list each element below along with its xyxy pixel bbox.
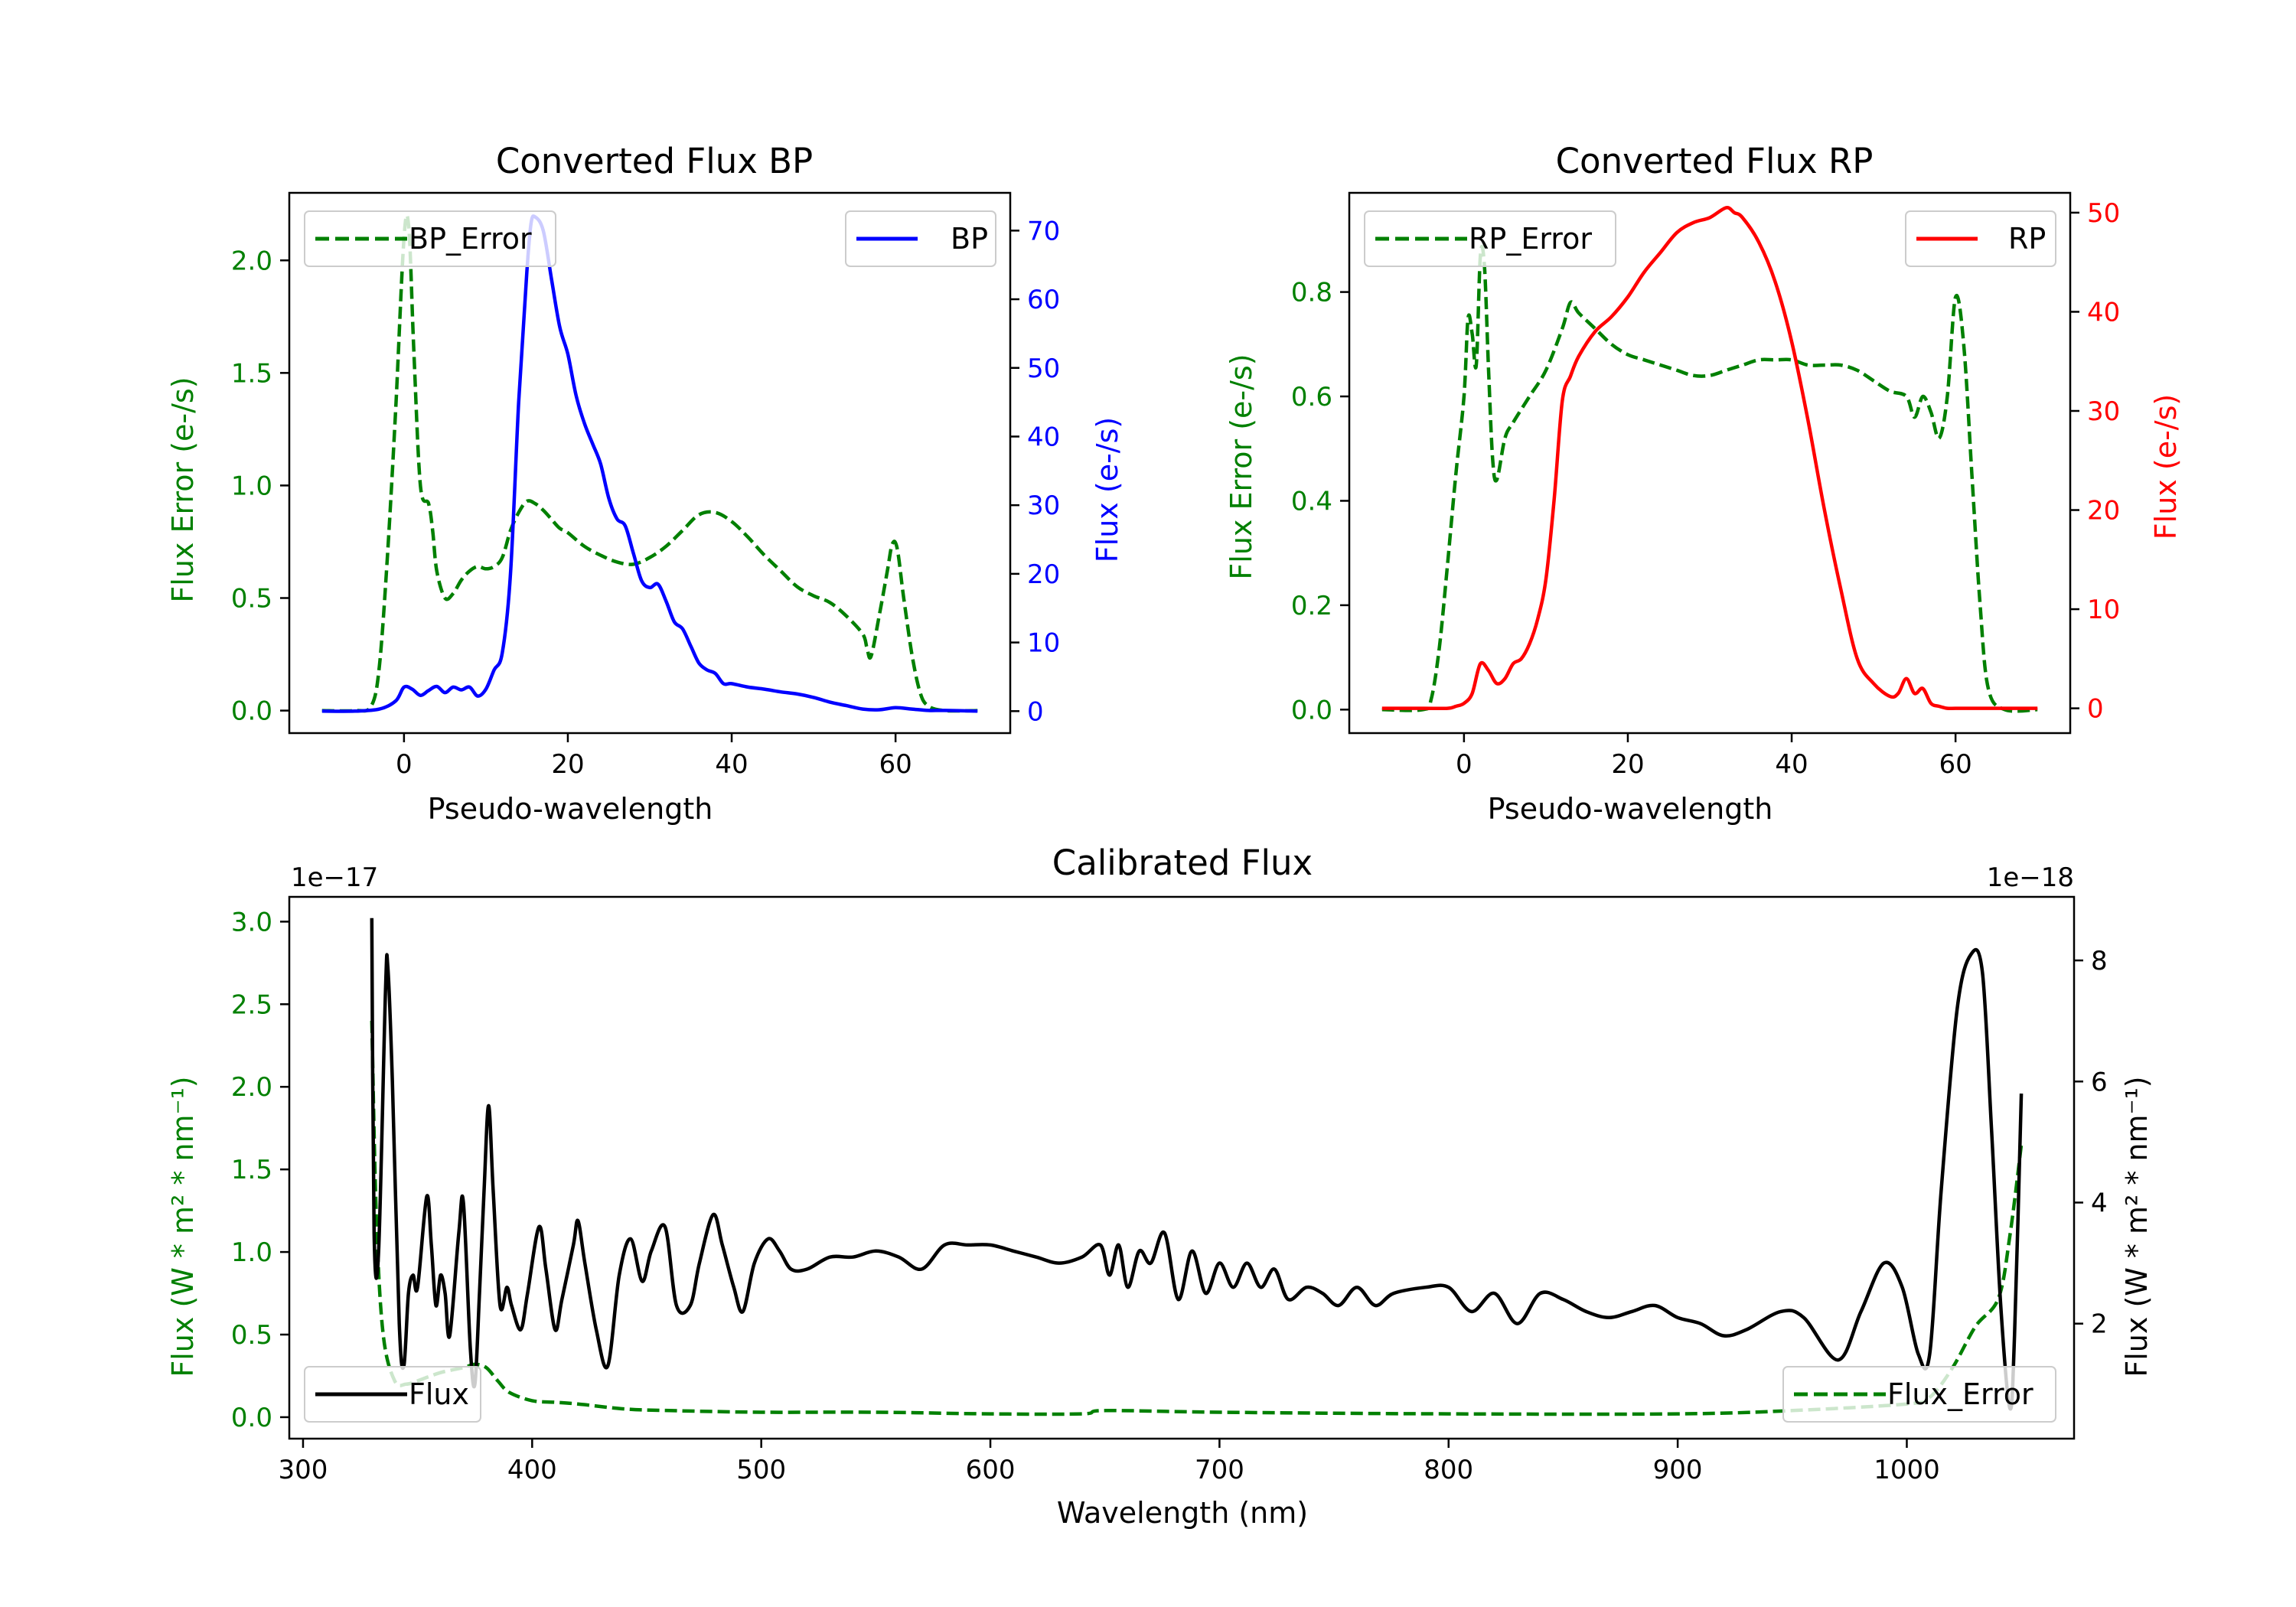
bp-x-tick-label: 60 [879, 749, 912, 780]
bp-left-tick-label: 2.0 [231, 246, 272, 276]
calibrated-left-tick-label: 3.0 [231, 907, 272, 937]
bp-right-tick-label: 30 [1027, 491, 1060, 521]
bp-series-bp [321, 214, 978, 713]
rp-right-tick-label: 10 [2087, 595, 2120, 625]
rp-x-tick-label: 60 [1939, 749, 1972, 780]
calibrated-title: Calibrated Flux [1052, 843, 1313, 883]
bp-right-tick-label: 40 [1027, 422, 1060, 452]
calibrated-axes-frame [288, 895, 2076, 1440]
bp-legend-error-label: BP_Error [409, 222, 532, 256]
calibrated-legend-error: Flux_Error [1782, 1366, 2056, 1423]
rp-chart: Converted Flux RP 0 20 40 60 0.0 0.2 0.4 0.6 0.8… [1225, 141, 2183, 826]
bp-legend-flux: BP [845, 210, 996, 267]
bp-left-tick-label: 1.0 [231, 471, 272, 501]
bp-right-tick-label: 60 [1027, 285, 1060, 315]
bp-right-tick-label: 50 [1027, 354, 1060, 384]
bp-title: Converted Flux BP [496, 141, 813, 181]
bp-left-tick-label: 1.5 [231, 358, 272, 389]
bp-right-tick-label: 70 [1027, 216, 1060, 246]
rp-legend-error-label: RP_Error [1469, 222, 1592, 256]
calibrated-left-tick-label: 2.0 [231, 1072, 272, 1103]
bp-chart: Converted Flux BP 0 20 40 60 0.0 0.5 1.0 1.5 2.0… [166, 141, 1124, 826]
bp-x-tick-label: 20 [551, 749, 584, 780]
calibrated-x-tick-label: 400 [507, 1455, 557, 1485]
calibrated-left-offset-text: 1e−17 [291, 862, 378, 893]
calibrated-left-tick-label: 2.5 [231, 989, 272, 1020]
bp-right-axis-label: Flux (e-/s) [1091, 417, 1124, 562]
bp-right-tick-label: 0 [1027, 696, 1044, 727]
bp-left-tick-label: 0.0 [231, 696, 272, 727]
bp-left-tick-label: 0.5 [231, 584, 272, 614]
calibrated-right-tick-label: 2 [2091, 1309, 2108, 1340]
bp-x-tick-label: 40 [715, 749, 748, 780]
bp-left-axis-label: Flux Error (e-/s) [166, 376, 200, 602]
bp-right-tick-label: 20 [1027, 559, 1060, 590]
calibrated-series-flux-error [370, 1020, 2024, 1416]
rp-left-tick-label: 0.2 [1291, 591, 1332, 621]
bp-right-tick-label: 10 [1027, 628, 1060, 659]
rp-left-tick-label: 0.8 [1291, 278, 1332, 308]
rp-axes-frame [1348, 191, 2072, 735]
calibrated-x-tick-label: 500 [736, 1455, 786, 1485]
rp-right-tick-label: 40 [2087, 297, 2120, 328]
calibrated-right-axis-label: Flux (W * m² * nm⁻¹) [2120, 1076, 2154, 1377]
rp-left-tick-label: 0.6 [1291, 382, 1332, 412]
rp-x-tick-label: 40 [1775, 749, 1808, 780]
calibrated-left-axis-label: Flux (W * m² * nm⁻¹) [166, 1076, 200, 1377]
bp-axes-frame [288, 191, 1012, 735]
rp-x-tick-label: 20 [1611, 749, 1644, 780]
calibrated-x-tick-label: 1000 [1874, 1455, 1940, 1485]
rp-left-axis-label: Flux Error (e-/s) [1225, 354, 1258, 579]
calibrated-left-tick-label: 0.5 [231, 1320, 272, 1351]
rp-title: Converted Flux RP [1556, 141, 1874, 181]
calibrated-legend-flux-label: Flux [409, 1377, 469, 1411]
calibrated-legend-flux: Flux [304, 1366, 481, 1423]
bp-plot-area: 0 20 40 60 0.0 0.5 1.0 1.5 2.0 0 10 20 30 40 50 60 70 [231, 191, 1060, 780]
rp-right-axis-label: Flux (e-/s) [2149, 394, 2183, 539]
rp-plot-area: 0 20 40 60 0.0 0.2 0.4 0.6 0.8 0 10 20 30 40 50 [1291, 191, 2120, 780]
calibrated-series-flux [370, 918, 2024, 1411]
rp-right-tick-label: 0 [2087, 694, 2104, 725]
rp-right-tick-label: 30 [2087, 396, 2120, 427]
calibrated-x-tick-label: 800 [1424, 1455, 1473, 1485]
rp-right-tick-label: 50 [2087, 198, 2120, 229]
bp-x-axis-label: Pseudo-wavelength [428, 792, 713, 826]
calibrated-chart: Calibrated Flux 300 400 500 600 700 800 900 100… [166, 843, 2154, 1530]
bp-legend-error: BP_Error [304, 210, 556, 267]
rp-legend-flux-label: RP [2008, 222, 2046, 256]
calibrated-x-tick-label: 600 [966, 1455, 1016, 1485]
calibrated-legend-error-label: Flux_Error [1887, 1377, 2033, 1411]
calibrated-x-tick-label: 900 [1653, 1455, 1703, 1485]
rp-x-axis-label: Pseudo-wavelength [1488, 792, 1773, 826]
rp-legend-error: RP_Error [1364, 210, 1616, 267]
calibrated-x-tick-label: 700 [1195, 1455, 1244, 1485]
calibrated-left-tick-label: 1.5 [231, 1155, 272, 1185]
rp-left-tick-label: 0.4 [1291, 486, 1332, 517]
bp-x-tick-label: 0 [396, 749, 413, 780]
calibrated-left-tick-label: 0.0 [231, 1403, 272, 1433]
bp-legend-flux-label: BP [951, 222, 988, 256]
calibrated-x-tick-label: 300 [279, 1455, 328, 1485]
bp-series-bp-error [321, 213, 978, 713]
rp-series-rp [1381, 206, 2038, 711]
calibrated-right-tick-label: 8 [2091, 946, 2108, 976]
rp-x-tick-label: 0 [1456, 749, 1473, 780]
rp-right-tick-label: 20 [2087, 496, 2120, 526]
rp-legend-flux: RP [1905, 210, 2056, 267]
calibrated-left-tick-label: 1.0 [231, 1237, 272, 1268]
calibrated-right-tick-label: 4 [2091, 1188, 2108, 1218]
calibrated-right-tick-label: 6 [2091, 1067, 2108, 1097]
calibrated-x-axis-label: Wavelength (nm) [1057, 1496, 1308, 1530]
calibrated-right-offset-text: 1e−18 [1987, 862, 2074, 893]
rp-series-rp-error [1381, 244, 2038, 713]
rp-left-tick-label: 0.0 [1291, 695, 1332, 725]
